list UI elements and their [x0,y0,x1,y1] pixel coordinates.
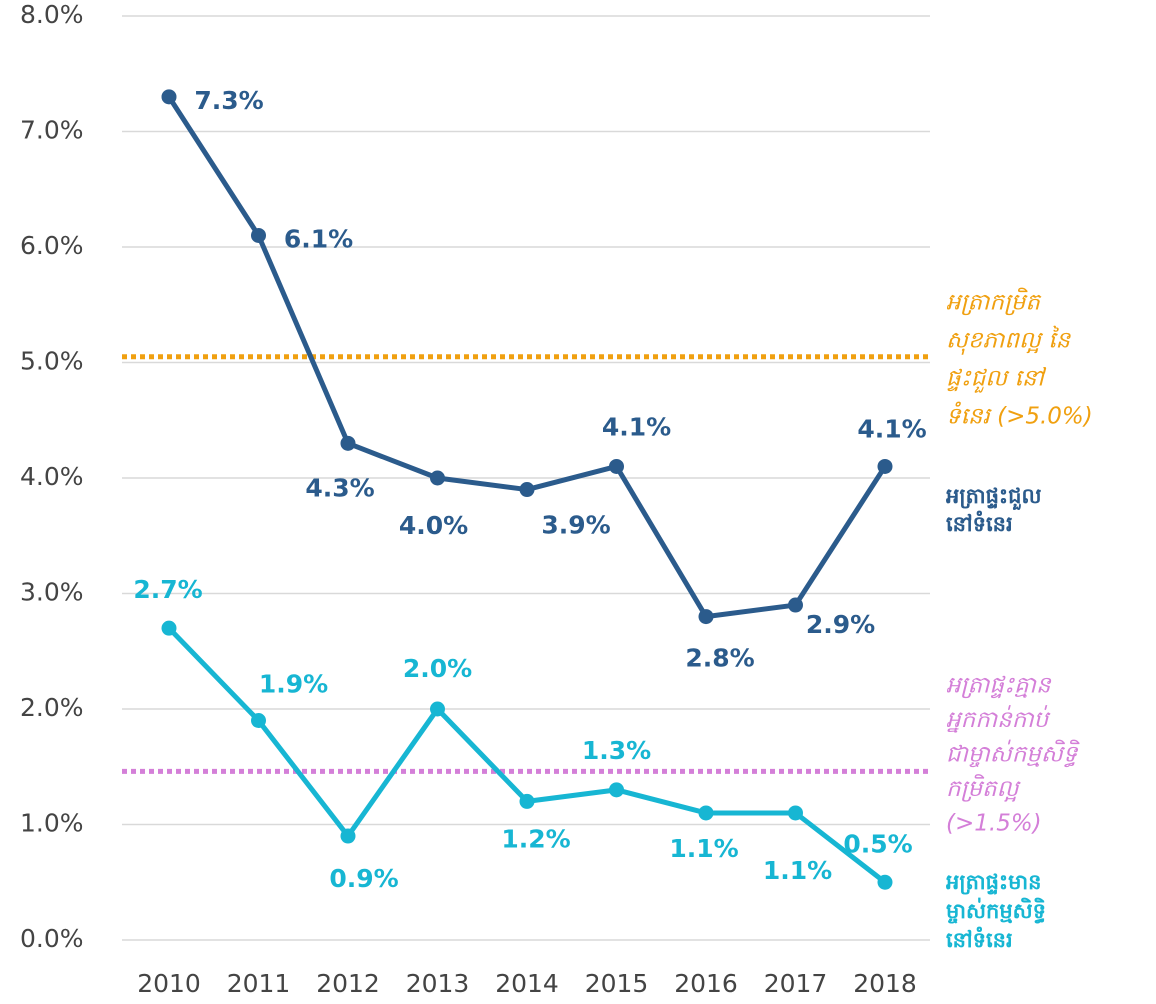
x-tick-label: 2015 [585,969,649,998]
data-label: 3.9% [541,511,610,540]
data-label: 1.1% [669,834,738,863]
y-tick-label: 4.0% [20,462,84,491]
point [788,805,803,821]
point [788,597,803,613]
y-tick-label: 2.0% [20,693,84,722]
y-tick-label: 8.0% [20,0,84,29]
data-label: 2.9% [806,610,875,639]
point [519,793,535,809]
point [340,828,356,844]
y-tick-label: 0.0% [20,924,84,953]
annotation: កម្រិតល្អ [946,774,1022,802]
data-label: 2.7% [133,575,202,604]
data-label: 2.8% [685,644,754,673]
point [609,458,624,474]
data-label: 4.1% [857,414,926,443]
y-tick-label: 1.0% [20,809,84,838]
legend-label: ម្ចាស់កម្មសិទ្ធិ [946,897,1046,924]
annotation: ទំនេរ (>5.0%) [946,402,1093,430]
data-label: 4.0% [399,511,468,540]
y-tick-label: 3.0% [20,578,84,607]
data-label: 0.5% [843,829,912,858]
point [698,805,714,821]
y-tick-label: 6.0% [20,231,84,260]
y-tick-label: 7.0% [20,116,84,145]
x-tick-label: 2012 [316,969,380,998]
data-label: 2.0% [403,654,472,683]
data-label: 4.1% [602,412,671,441]
x-tick-label: 2014 [495,969,559,998]
point [251,713,266,729]
annotation: ផ្ទះជួល នៅ [946,366,1047,394]
y-tick-label: 5.0% [20,347,84,376]
legend-label: នៅទំនេរ [946,510,1013,536]
point [430,470,445,486]
x-tick-label: 2017 [764,969,828,998]
annotation: អ្នកកាន់កាប់ [946,705,1051,733]
data-label: 1.9% [259,670,328,699]
annotation: ជាម្ចាស់កម្មសិទ្ធិ [946,740,1080,768]
point [430,701,445,717]
data-label: 1.1% [763,856,832,885]
x-tick-label: 2013 [406,969,470,998]
data-label: 1.3% [582,736,651,765]
data-label: 6.1% [284,224,353,253]
x-tick-label: 2016 [674,969,738,998]
point [251,227,266,243]
legend-label: អត្រាផ្ទះមាន [946,870,1041,895]
annotation: អត្រាកម្រិត [946,288,1042,316]
point [161,620,177,636]
legend-label: នៅទំនេរ [946,926,1013,952]
point [609,782,624,798]
annotation: (>1.5%) [946,811,1042,837]
legend-label: អត្រាផ្ទះជួល [946,484,1041,511]
point [519,482,535,498]
data-label: 7.3% [194,86,263,115]
data-label: 1.2% [501,824,570,853]
data-label: 0.9% [329,864,398,893]
point [161,89,177,105]
point [877,458,893,474]
annotation: អត្រាផ្ទះគ្មាន [946,673,1053,699]
x-tick-label: 2018 [853,969,917,998]
point [340,435,356,451]
x-tick-label: 2010 [137,969,201,998]
point [877,874,893,890]
data-label: 4.3% [305,473,374,502]
x-tick-label: 2011 [227,969,291,998]
annotation: សុខភាពល្អ នៃ [946,326,1073,356]
point [698,609,714,625]
